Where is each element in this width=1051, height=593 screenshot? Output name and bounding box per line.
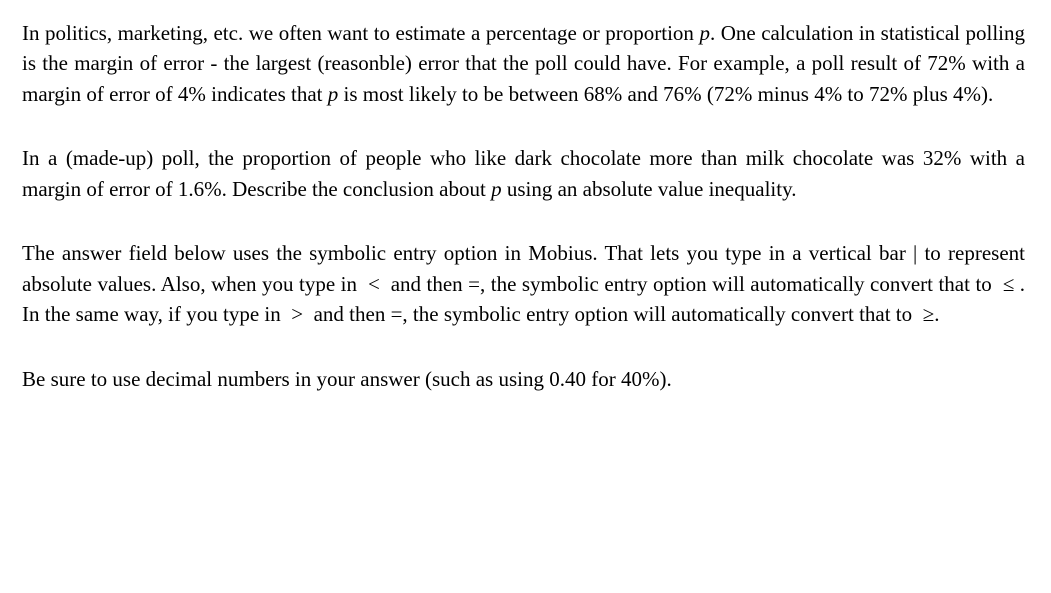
math-var: p xyxy=(328,82,339,106)
math-operator: ≥ xyxy=(923,302,935,326)
paragraph-decimal-note: Be sure to use decimal numbers in your a… xyxy=(22,364,1025,394)
text-run: . xyxy=(934,302,939,326)
text-run: , the symbolic entry option will automat… xyxy=(402,302,922,326)
math-operator: > xyxy=(291,302,303,326)
text-run: and then xyxy=(380,272,468,296)
paragraph-symbolic-help: The answer field below uses the symbolic… xyxy=(22,238,1025,329)
text-run: Be sure to use decimal numbers in your a… xyxy=(22,367,672,391)
math-operator: < xyxy=(368,272,380,296)
text-run: , the symbolic entry option will automat… xyxy=(480,272,1003,296)
question-page: In politics, marketing, etc. we often wa… xyxy=(0,0,1051,412)
paragraph-prompt: In a (made-up) poll, the proportion of p… xyxy=(22,143,1025,204)
text-run: using an absolute value inequality. xyxy=(502,177,797,201)
math-operator: = xyxy=(391,302,403,326)
text-run: is most likely to be between 68% and 76%… xyxy=(338,82,993,106)
math-operator: = xyxy=(468,272,480,296)
math-var: p xyxy=(491,177,502,201)
paragraph-intro: In politics, marketing, etc. we often wa… xyxy=(22,18,1025,109)
math-operator: ≤ xyxy=(1003,272,1015,296)
text-run: In politics, marketing, etc. we often wa… xyxy=(22,21,699,45)
math-var: p xyxy=(699,21,710,45)
text-run: and then xyxy=(303,302,390,326)
